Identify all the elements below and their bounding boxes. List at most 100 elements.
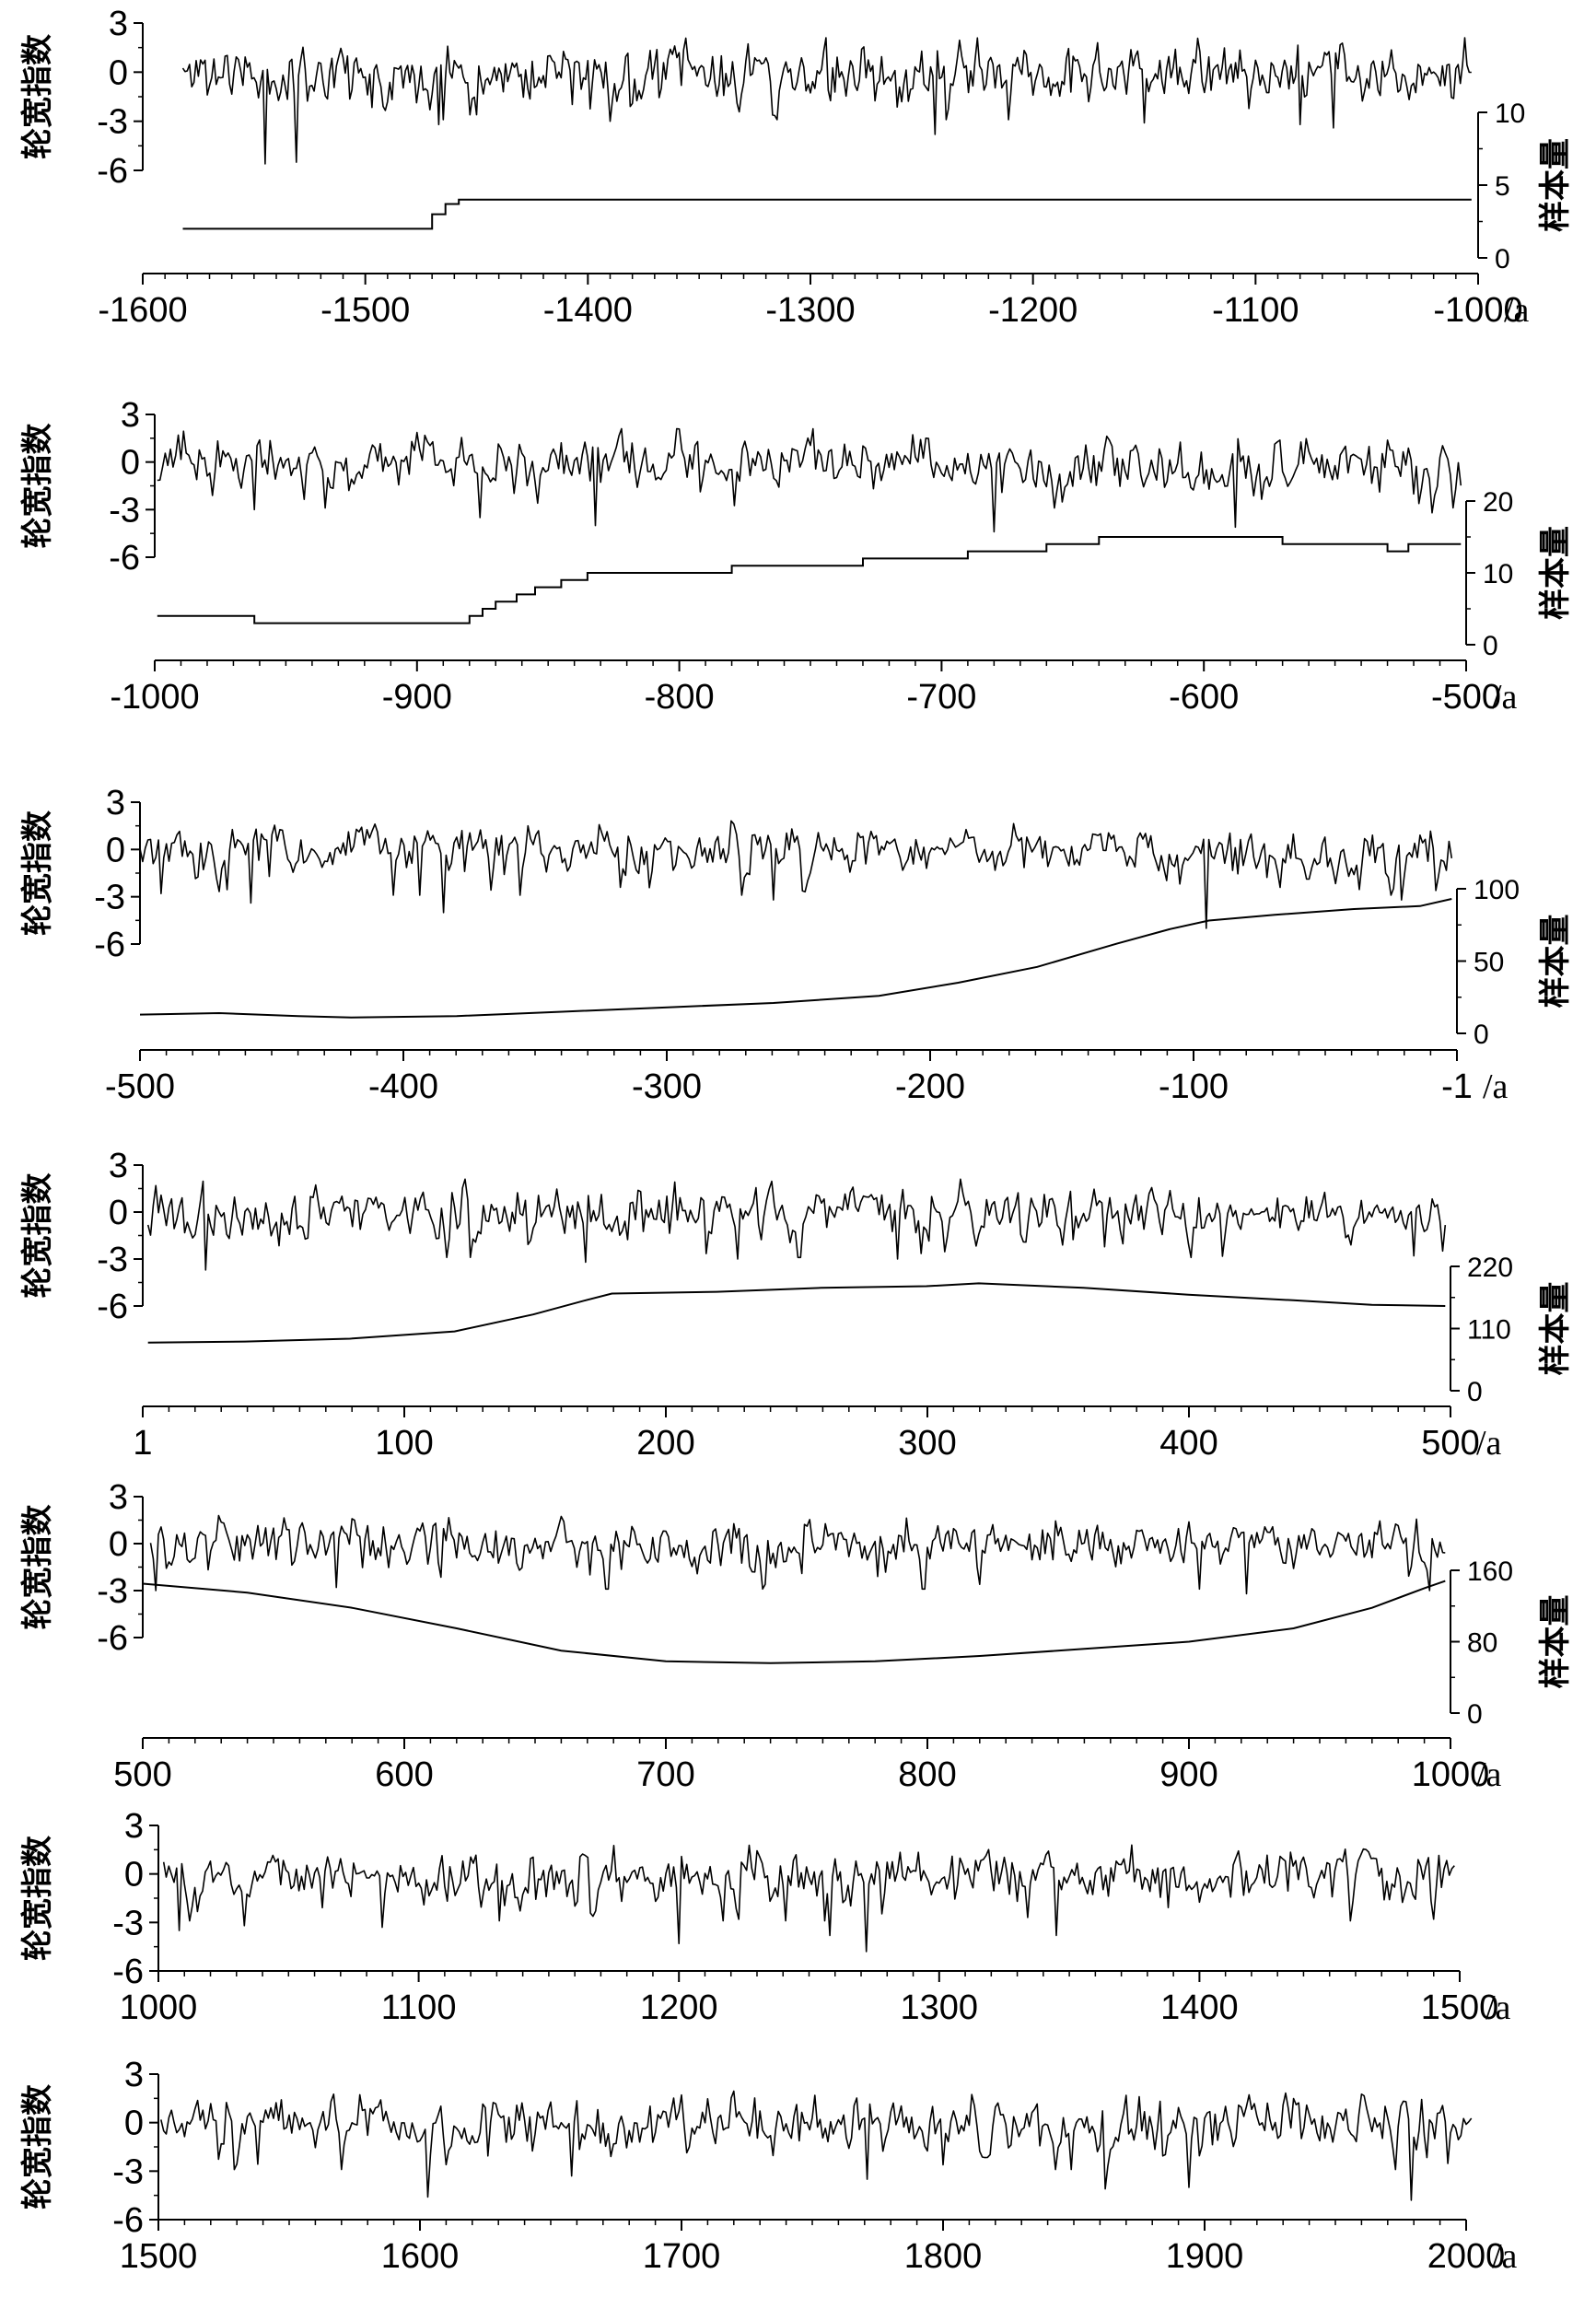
right-y-tick-label: 0 <box>1467 1377 1483 1407</box>
chart-panel-2: 3 0 -3 -6 轮宽指数 20 10 0 样本量 -1000 -900 -800 -700 -600 -… <box>19 396 1573 717</box>
left-y-tick-label: 0 <box>109 1525 128 1564</box>
right-y-tick-label: 220 <box>1467 1253 1513 1283</box>
right-y-axis-label: 样本量 <box>1538 138 1573 232</box>
left-y-axis-label: 轮宽指数 <box>19 34 55 159</box>
right-y-tick-label: 100 <box>1474 875 1520 905</box>
left-y-tick-label: -6 <box>94 926 125 964</box>
right-y-tick-label: 160 <box>1467 1557 1513 1587</box>
x-tick-label: 1400 <box>1160 1988 1239 2027</box>
left-y-tick-label: 0 <box>109 53 128 92</box>
left-y-tick-label: -6 <box>97 1288 128 1326</box>
left-y-tick-label: -3 <box>94 879 125 917</box>
x-tick-label: 700 <box>636 1755 694 1794</box>
left-y-tick-label: 0 <box>124 2105 144 2143</box>
x-tick-label: 600 <box>375 1755 433 1794</box>
right-y-tick-label: 0 <box>1474 1020 1489 1050</box>
x-tick-label: -1600 <box>98 291 187 330</box>
x-tick-label: 1000 <box>120 1988 198 2027</box>
x-tick-label: -1400 <box>543 291 633 330</box>
ring-width-series-line <box>146 1178 1447 1271</box>
x-tick-label: 100 <box>375 1424 433 1463</box>
x-axis-unit-label: /a <box>1504 291 1530 330</box>
x-tick-label: -100 <box>1159 1067 1229 1106</box>
right-y-tick-label: 0 <box>1495 244 1510 274</box>
sample-size-series-line <box>147 1282 1446 1344</box>
left-y-tick-label: -3 <box>97 1572 128 1611</box>
right-y-tick-label: 10 <box>1495 99 1525 129</box>
sample-size-series-line <box>139 898 1452 1019</box>
left-y-axis-label: 轮宽指数 <box>19 1173 55 1299</box>
x-axis-unit-label: /a <box>1485 1988 1511 2027</box>
sample-size-series-line <box>142 1580 1446 1664</box>
left-y-tick-label: 3 <box>124 2056 144 2094</box>
chart-panel-6: 3 0 -3 -6 轮宽指数 1000 1100 1200 1300 1400 1500/a <box>19 1807 1511 2027</box>
x-tick-label: 500 <box>1421 1424 1479 1463</box>
chart-panel-3: 3 0 -3 -6 轮宽指数 100 50 0 样本量 -500 -400 -300 -200 -100 -… <box>19 784 1573 1106</box>
x-tick-label: -700 <box>906 678 976 717</box>
sample-size-series-line <box>157 536 1462 624</box>
x-tick-label: -1 <box>1441 1067 1473 1106</box>
chart-panel-7: 3 0 -3 -6 轮宽指数 1500 1600 1700 1800 1900 2000/a <box>19 2056 1518 2276</box>
left-y-tick-label: 3 <box>124 1807 144 1846</box>
right-y-tick-label: 5 <box>1495 171 1510 202</box>
x-tick-label: 1300 <box>901 1988 979 2027</box>
left-y-tick-label: 0 <box>121 444 140 483</box>
x-axis-unit-label: /a <box>1476 1755 1502 1794</box>
right-y-tick-label: 110 <box>1467 1315 1511 1346</box>
x-tick-label: -1000 <box>1433 291 1522 330</box>
right-y-tick-label: 50 <box>1474 948 1504 978</box>
x-tick-label: 500 <box>113 1755 171 1794</box>
left-y-tick-label: -3 <box>109 491 140 530</box>
left-y-tick-label: -3 <box>97 1241 128 1279</box>
x-tick-label: 1500 <box>120 2237 198 2276</box>
left-y-tick-label: -3 <box>112 2152 144 2191</box>
x-tick-label: 1900 <box>1166 2237 1244 2276</box>
left-y-tick-label: -6 <box>97 152 128 191</box>
right-y-tick-label: 80 <box>1467 1628 1497 1659</box>
x-tick-label: 1800 <box>904 2237 983 2276</box>
x-tick-label: -500 <box>105 1067 175 1106</box>
right-y-axis-label: 样本量 <box>1538 1595 1573 1689</box>
x-tick-label: -1500 <box>320 291 410 330</box>
chart-panel-1: 3 0 -3 -6 轮宽指数 10 5 0 样本量 -1600 -1500 -1400 -1300 -12… <box>19 5 1573 330</box>
x-tick-label: -300 <box>632 1067 702 1106</box>
left-y-tick-label: 3 <box>109 1478 128 1517</box>
right-y-axis-label: 样本量 <box>1538 1282 1573 1376</box>
left-y-axis-label: 轮宽指数 <box>19 1505 55 1630</box>
right-y-axis-label: 样本量 <box>1538 915 1573 1009</box>
left-y-tick-label: 3 <box>106 784 125 822</box>
right-y-tick-label: 0 <box>1483 631 1498 661</box>
right-y-tick-label: 20 <box>1483 487 1513 518</box>
left-y-tick-label: -6 <box>112 2201 144 2240</box>
left-y-tick-label: -6 <box>97 1619 128 1658</box>
x-tick-label: 800 <box>898 1755 956 1794</box>
left-y-axis-label: 轮宽指数 <box>19 1836 55 1961</box>
left-y-tick-label: 0 <box>109 1194 128 1232</box>
left-y-tick-label: 3 <box>121 396 140 435</box>
left-y-axis-label: 轮宽指数 <box>19 424 55 549</box>
ring-width-series-line <box>160 2090 1473 2201</box>
x-tick-label: 900 <box>1159 1755 1217 1794</box>
left-y-axis-label: 轮宽指数 <box>19 2084 55 2210</box>
x-tick-label: 200 <box>636 1424 694 1463</box>
left-y-tick-label: -6 <box>109 539 140 577</box>
x-tick-label: -1000 <box>110 678 199 717</box>
right-y-tick-label: 0 <box>1467 1699 1483 1730</box>
x-axis-unit-label: /a <box>1483 1067 1509 1106</box>
ring-width-series-line <box>139 820 1453 929</box>
x-tick-label: -800 <box>645 678 715 717</box>
x-axis-unit-label: /a <box>1492 2237 1518 2276</box>
left-y-tick-label: -3 <box>112 1904 144 1942</box>
left-y-tick-label: -3 <box>97 103 128 142</box>
right-y-axis-label: 样本量 <box>1538 526 1573 620</box>
x-tick-label: 1200 <box>640 1988 718 2027</box>
ring-width-series-line <box>181 37 1472 165</box>
left-y-tick-label: 3 <box>109 5 128 43</box>
x-tick-label: -900 <box>382 678 452 717</box>
x-tick-label: 2000 <box>1427 2237 1506 2276</box>
left-y-axis-label: 轮宽指数 <box>19 810 55 936</box>
x-axis-unit-label: /a <box>1492 678 1518 717</box>
x-tick-label: -600 <box>1169 678 1239 717</box>
